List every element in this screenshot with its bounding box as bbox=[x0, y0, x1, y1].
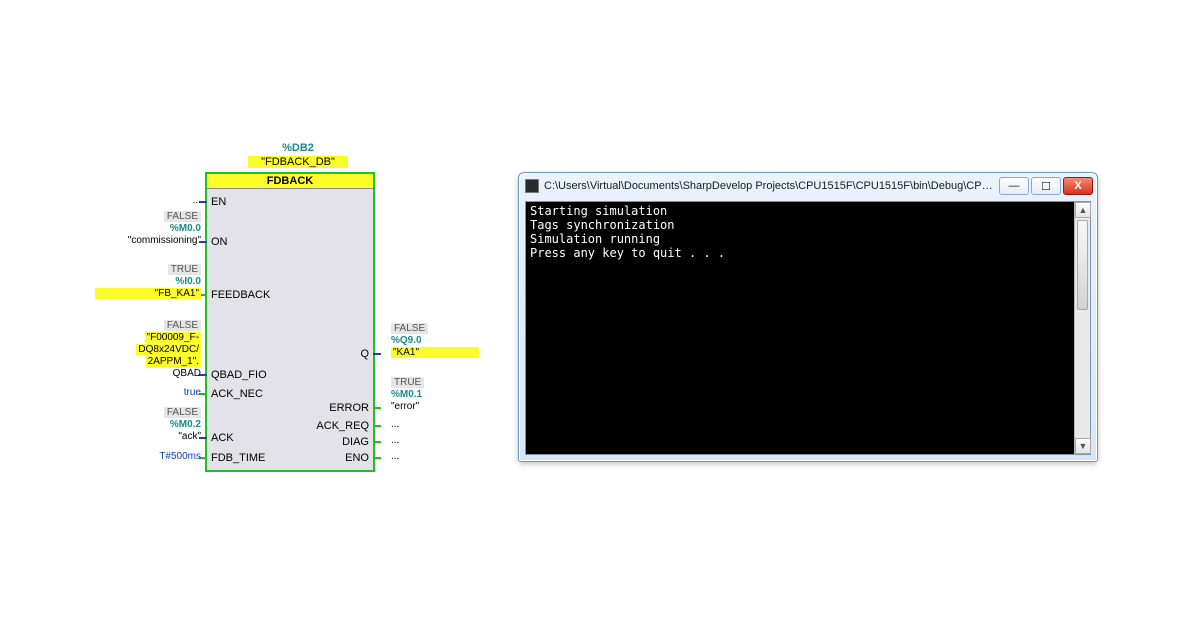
operand: FALSE bbox=[385, 322, 428, 334]
operand: %M0.1 bbox=[385, 388, 422, 400]
operand: "error" bbox=[385, 400, 419, 412]
port-label: ACK_REQ bbox=[316, 420, 369, 432]
pin-connector bbox=[373, 441, 381, 443]
minimize-button[interactable]: — bbox=[999, 177, 1029, 195]
block-title: FDBACK bbox=[207, 174, 373, 189]
port-label: EN bbox=[211, 196, 226, 208]
port-label: QBAD_FIO bbox=[211, 369, 267, 381]
port-label: ACK_NEC bbox=[211, 388, 263, 400]
maximize-button[interactable]: ☐ bbox=[1031, 177, 1061, 195]
port-label: ENO bbox=[345, 452, 369, 464]
window-title: C:\Users\Virtual\Documents\SharpDevelop … bbox=[544, 180, 999, 192]
port-label: Q bbox=[360, 348, 369, 360]
console-window: C:\Users\Virtual\Documents\SharpDevelop … bbox=[518, 172, 1098, 462]
port-label: ACK bbox=[211, 432, 234, 444]
scroll-thumb[interactable] bbox=[1077, 220, 1088, 310]
port-label: ERROR bbox=[329, 402, 369, 414]
operand: TRUE bbox=[385, 376, 424, 388]
close-button[interactable]: X bbox=[1063, 177, 1093, 195]
app-icon bbox=[525, 179, 539, 193]
pin-connector bbox=[373, 353, 381, 355]
operand: ... bbox=[385, 418, 399, 430]
db-name: "FDBACK_DB" bbox=[248, 156, 348, 168]
db-symbol: %DB2 bbox=[268, 142, 328, 154]
operand: ... bbox=[385, 434, 399, 446]
window-body: Starting simulation Tags synchronization… bbox=[525, 201, 1091, 455]
scroll-down-button[interactable]: ▼ bbox=[1075, 438, 1091, 454]
pin-connector bbox=[373, 407, 381, 409]
plc-diagram: %DB2 "FDBACK_DB" FDBACK ENONFEEDBACKQBAD… bbox=[100, 150, 480, 500]
port-label: DIAG bbox=[342, 436, 369, 448]
scrollbar[interactable]: ▲ ▼ bbox=[1074, 202, 1090, 454]
operand: "KA1" bbox=[385, 346, 479, 358]
operand: %Q9.0 bbox=[385, 334, 422, 346]
pin-connector bbox=[373, 425, 381, 427]
scroll-up-button[interactable]: ▲ bbox=[1075, 202, 1091, 218]
port-label: FDB_TIME bbox=[211, 452, 265, 464]
operand: ... bbox=[385, 450, 399, 462]
port-label: ON bbox=[211, 236, 228, 248]
pin-connector bbox=[373, 457, 381, 459]
console-output: Starting simulation Tags synchronization… bbox=[526, 202, 1074, 454]
port-label: FEEDBACK bbox=[211, 289, 270, 301]
titlebar[interactable]: C:\Users\Virtual\Documents\SharpDevelop … bbox=[519, 173, 1097, 199]
function-block: FDBACK EN ON FEEDBACK QBAD_FIO ACK_NEC ACK FDB… bbox=[205, 172, 375, 472]
